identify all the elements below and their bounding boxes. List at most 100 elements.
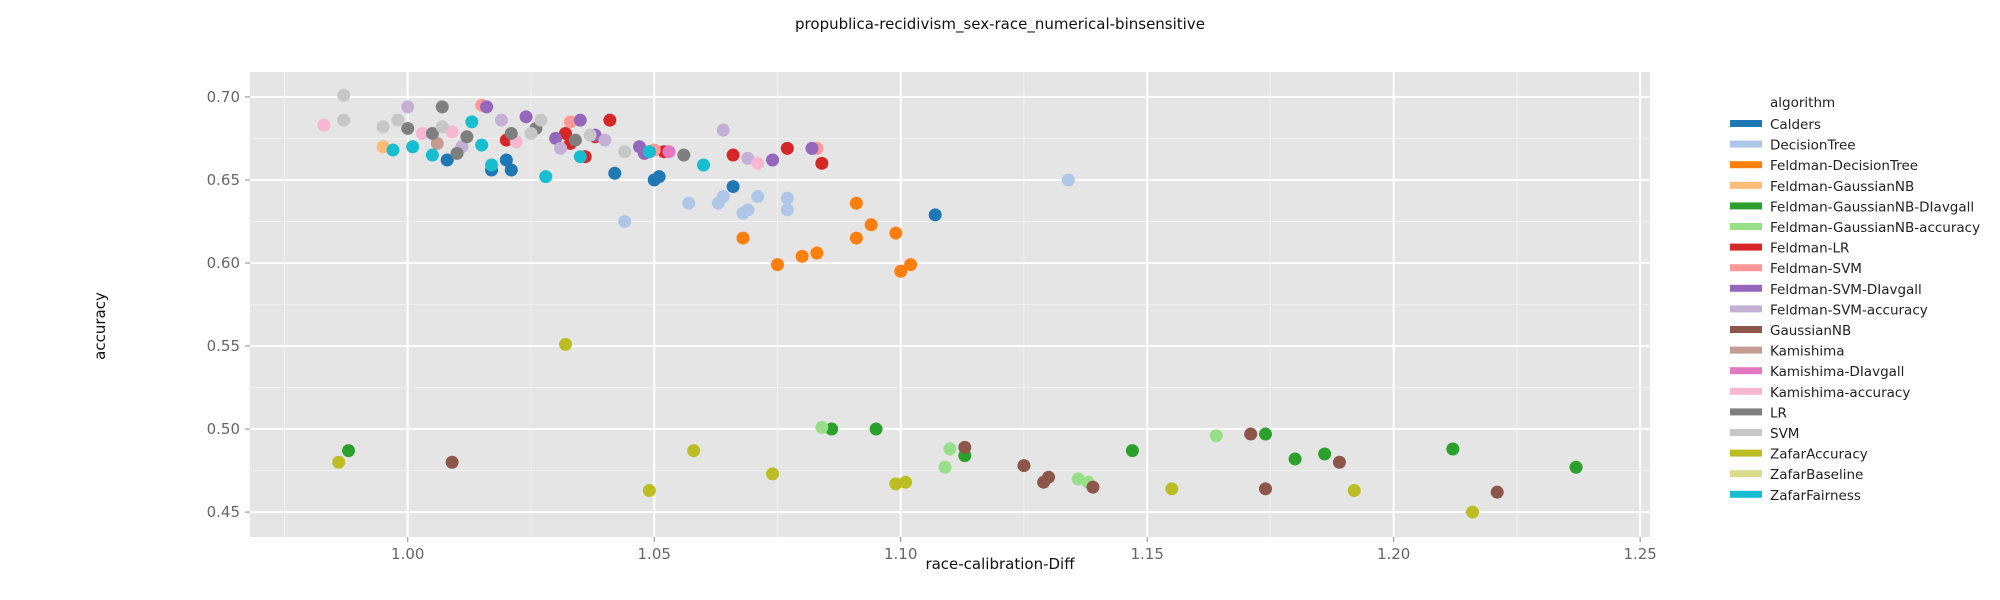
data-point [899, 475, 913, 489]
series-feldman-gaussiannb [376, 140, 390, 154]
legend-label: Feldman-GaussianNB-accuracy [1770, 220, 1980, 236]
series-decisiontree [618, 173, 1075, 228]
legend-swatch [1730, 429, 1762, 436]
series-kamishima-accuracy [317, 118, 765, 170]
data-point [480, 100, 494, 114]
data-point [416, 126, 430, 140]
legend-item: Feldman-GaussianNB [1730, 179, 1914, 195]
y-tick-label: 0.65 [207, 171, 240, 189]
y-axis-title: accuracy [91, 292, 109, 360]
data-point [889, 477, 903, 491]
data-point [598, 133, 612, 147]
data-point [475, 138, 489, 152]
legend-item: GaussianNB [1730, 323, 1851, 339]
legend-item: Kamishima-DIavgall [1730, 364, 1904, 380]
data-point [445, 125, 459, 139]
data-point [519, 110, 533, 124]
data-point [1086, 480, 1100, 494]
legend-label: Calders [1770, 117, 1821, 133]
legend-title: algorithm [1770, 95, 1835, 111]
x-axis-ticks: 1.00 1.05 1.10 1.15 1.20 1.25 [391, 537, 1657, 563]
data-point [1258, 427, 1272, 441]
legend-label: Feldman-LR [1770, 241, 1849, 257]
data-point [815, 420, 829, 434]
series-feldman-gaussiannb-diavgall [342, 422, 1583, 474]
data-point [1258, 482, 1272, 496]
data-point [391, 113, 405, 127]
legend-item: ZafarAccuracy [1730, 447, 1868, 463]
data-point [1332, 455, 1346, 469]
data-point [618, 145, 632, 159]
data-point [741, 203, 755, 217]
x-tick-label: 1.25 [1623, 545, 1656, 563]
data-point [642, 145, 656, 159]
data-point [1042, 470, 1056, 484]
legend-label: Feldman-DecisionTree [1770, 158, 1918, 174]
legend-label: Feldman-GaussianNB-DIavgall [1770, 199, 1974, 215]
data-point [603, 113, 617, 127]
data-point [1071, 472, 1085, 486]
data-point [440, 153, 454, 167]
legend-swatch [1730, 120, 1762, 127]
legend-item: Feldman-GaussianNB-accuracy [1730, 220, 1980, 236]
y-tick-label: 0.70 [207, 88, 240, 106]
legend-label: Feldman-GaussianNB [1770, 179, 1914, 195]
x-tick-label: 1.05 [638, 545, 671, 563]
data-point [1165, 482, 1179, 496]
x-tick-label: 1.15 [1130, 545, 1163, 563]
data-point [736, 231, 750, 245]
minor-gridlines [250, 72, 1650, 537]
data-point [332, 455, 346, 469]
legend-swatch [1730, 449, 1762, 457]
legend-swatch [1730, 326, 1762, 333]
data-point [376, 120, 390, 134]
legend-item: ZafarFairness [1730, 488, 1861, 504]
legend-item: SVM [1730, 426, 1799, 442]
legend-label: GaussianNB [1770, 323, 1851, 339]
data-point [780, 191, 794, 205]
data-point [1061, 173, 1075, 187]
data-point [337, 113, 351, 127]
data-point [554, 141, 568, 155]
data-point [499, 153, 513, 167]
legend-label: ZafarFairness [1770, 488, 1861, 504]
data-point [401, 100, 415, 114]
chart-title: propublica-recidivism_sex-race_numerical… [795, 15, 1205, 34]
data-point [938, 460, 952, 474]
series-svm [337, 88, 632, 159]
data-point [317, 118, 331, 132]
data-point [608, 166, 622, 180]
data-point [642, 484, 656, 497]
x-axis-title: race-calibration-Diff [925, 555, 1075, 573]
data-point [337, 88, 351, 102]
y-tick-label: 0.55 [207, 337, 240, 355]
data-point [534, 113, 548, 127]
legend-label: Kamishima-DIavgall [1770, 364, 1904, 380]
data-point [780, 203, 794, 217]
legend: algorithm Calders DecisionTree Feldman-Dec… [1730, 95, 1980, 504]
y-tick-label: 0.50 [207, 420, 240, 438]
data-point [1347, 484, 1361, 497]
data-point [558, 337, 572, 351]
data-point [376, 140, 390, 154]
series-kamishima [430, 136, 444, 150]
data-point [716, 123, 730, 137]
data-point [770, 258, 784, 272]
legend-swatch [1730, 202, 1762, 210]
legend-item: Feldman-SVM [1730, 261, 1862, 277]
data-point [406, 140, 420, 154]
data-point [1466, 505, 1480, 519]
legend-swatch [1730, 305, 1762, 313]
data-point [864, 218, 878, 232]
data-point [697, 158, 711, 172]
legend-item: DecisionTree [1730, 138, 1856, 154]
legend-swatch [1730, 284, 1762, 292]
legend-swatch [1730, 346, 1762, 354]
data-point [460, 130, 474, 144]
legend-swatch [1730, 140, 1762, 148]
legend-label: Kamishima [1770, 344, 1845, 360]
data-point [677, 148, 691, 162]
legend-swatch [1730, 264, 1762, 272]
data-point [430, 136, 444, 150]
data-point [726, 180, 740, 194]
